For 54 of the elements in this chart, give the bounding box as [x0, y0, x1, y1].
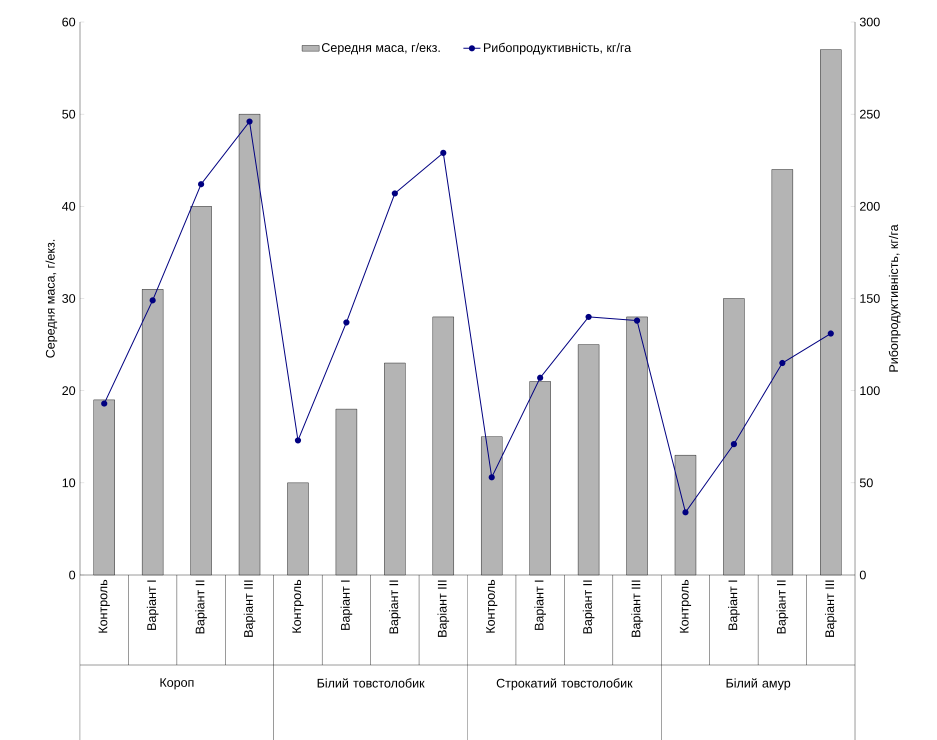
point [730, 441, 738, 448]
y-tick-label: 20 [62, 386, 76, 396]
point [586, 314, 592, 320]
y2-tick-label: 300 [860, 18, 880, 26]
point [440, 150, 446, 156]
legend-label: Рибопродуктивність, кг/га [484, 42, 632, 55]
point [246, 118, 253, 125]
x-tick-label: Контроль [486, 580, 498, 633]
x-tick-label: Контроль [98, 580, 110, 633]
y2-tick-label: 100 [860, 386, 880, 396]
y2-tick-label: 200 [860, 202, 880, 211]
y-axis-title: Середня маса, г/екз. [46, 240, 58, 358]
y-tick-label: 60 [62, 18, 76, 26]
y-tick-label: 0 [69, 570, 76, 580]
point [488, 474, 495, 480]
x-tick-label: Варіант III [437, 580, 450, 637]
point [779, 360, 786, 366]
point [392, 190, 398, 197]
x-tick-label: Варіант I [146, 580, 158, 630]
y-tick-label: 30 [62, 294, 76, 303]
point [537, 374, 544, 381]
x-tick-label: Варіант III [824, 580, 837, 637]
y2-tick-label: 150 [860, 294, 880, 303]
point [294, 437, 302, 444]
point [150, 297, 156, 304]
legend-label: Середня маса, г/екз. [322, 42, 440, 54]
text: Білий товстолобик [318, 678, 425, 688]
x-tick-label: Варіант II [389, 580, 401, 634]
x-tick-label: Контроль [292, 580, 304, 633]
x-tick-label: Варіант II [776, 580, 788, 634]
y-tick-label: 50 [62, 110, 76, 119]
point [634, 318, 640, 324]
x-tick-label: Варіант III [244, 580, 256, 637]
text: Строкатий товстолобик [496, 678, 633, 690]
x-tick-label: Варіант I [728, 580, 740, 630]
point [682, 509, 689, 516]
x-tick-label: Варіант III [631, 580, 643, 637]
x-tick-label: Варіант I [340, 580, 352, 630]
y-tick-label: 10 [62, 478, 76, 488]
y2-tick-label: 250 [860, 110, 880, 119]
text: Короп [160, 678, 194, 690]
y-tick-label: 40 [62, 202, 76, 211]
point [828, 330, 834, 337]
point [198, 181, 204, 188]
point [101, 400, 108, 407]
x-tick-label: Варіант II [195, 580, 207, 634]
x-tick-label: Варіант II [582, 580, 594, 634]
x-tick-label: Контроль [680, 580, 692, 633]
y2-tick-label: 50 [860, 478, 873, 488]
y2-tick-label: 0 [860, 570, 866, 580]
point [343, 319, 350, 326]
text: Білий амур [726, 678, 790, 690]
x-tick-label: Варіант I [534, 580, 546, 630]
y2-axis-title: Рибопродуктивність, кг/га [888, 224, 901, 372]
